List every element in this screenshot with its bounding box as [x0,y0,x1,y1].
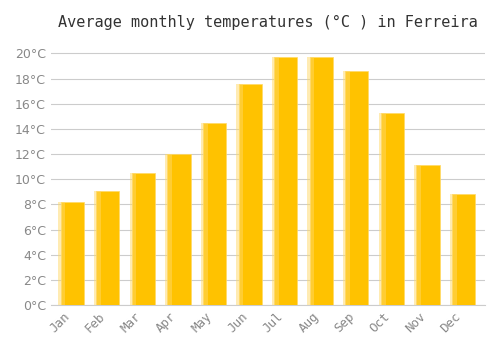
Bar [310,57,333,305]
Bar [346,71,368,305]
Bar [58,202,66,305]
Bar [236,84,243,305]
Bar [272,57,279,305]
Bar [378,113,386,305]
Title: Average monthly temperatures (°C ) in Ferreira: Average monthly temperatures (°C ) in Fe… [58,15,478,30]
Bar [238,84,262,305]
Bar [308,57,314,305]
Bar [274,57,297,305]
Bar [60,202,84,305]
Bar [414,166,421,305]
Bar [132,173,155,305]
Bar [94,191,101,305]
Bar [200,122,207,305]
Bar [416,166,440,305]
Bar [96,191,120,305]
Bar [450,194,456,305]
Bar [203,122,226,305]
Bar [130,173,136,305]
Bar [165,154,172,305]
Bar [452,194,475,305]
Bar [381,113,404,305]
Bar [168,154,190,305]
Bar [343,71,350,305]
